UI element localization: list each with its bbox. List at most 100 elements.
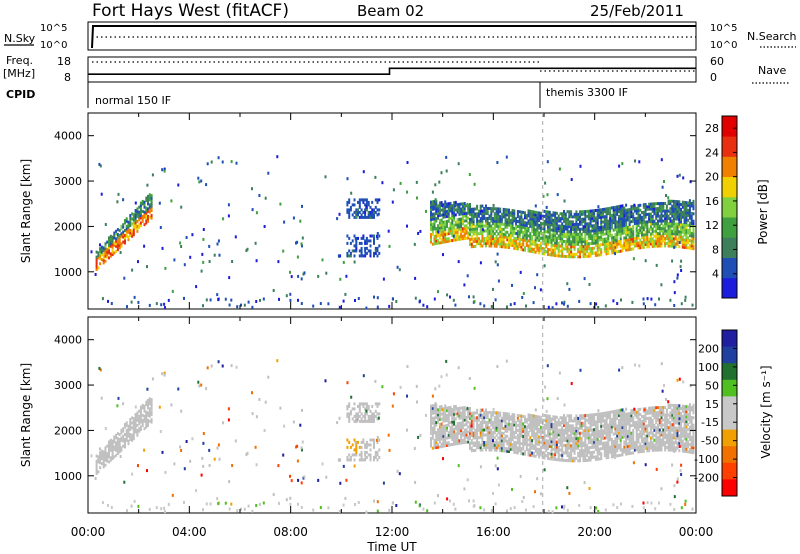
power-cell xyxy=(346,177,349,181)
power-cell xyxy=(596,236,599,240)
velocity-cell xyxy=(481,423,484,427)
velocity-cell xyxy=(95,454,98,458)
power-cell xyxy=(373,254,375,258)
power-cell xyxy=(543,232,546,236)
velocity-cell xyxy=(129,433,132,436)
power-cell xyxy=(490,305,493,308)
power-cell xyxy=(446,293,449,297)
power-cell xyxy=(625,218,628,222)
velocity-cell xyxy=(132,417,135,421)
power-cell xyxy=(511,239,514,243)
power-cell xyxy=(441,204,444,208)
power-cell xyxy=(660,214,663,218)
velocity-cell xyxy=(500,426,503,430)
power-cell xyxy=(625,228,628,232)
velocity-cell xyxy=(626,444,629,448)
power-cell xyxy=(433,227,436,231)
velocity-cell xyxy=(127,442,130,446)
power-cell xyxy=(463,207,466,210)
velocity-cell xyxy=(552,452,555,456)
power-cell xyxy=(506,218,509,222)
velocity-cell xyxy=(125,421,128,425)
power-cell xyxy=(234,235,237,239)
power-cell xyxy=(145,211,148,215)
velocity-cell xyxy=(605,411,608,415)
power-cell xyxy=(145,196,148,200)
power-cell xyxy=(566,304,569,308)
velocity-cell xyxy=(122,429,125,433)
power-cell xyxy=(539,226,542,230)
power-cell xyxy=(485,229,487,233)
velocity-cell xyxy=(446,436,448,440)
power-cell xyxy=(472,227,475,231)
velocity-cell xyxy=(378,412,381,416)
velocity-cell xyxy=(485,443,487,447)
power-cell xyxy=(378,251,381,255)
power-cell xyxy=(619,237,622,241)
freq-tick-high: 18 xyxy=(57,55,71,68)
velocity-cell xyxy=(579,431,581,435)
velocity-cell xyxy=(561,456,564,460)
power-cell xyxy=(550,216,553,220)
velocity-cell xyxy=(626,414,629,418)
velocity-cell xyxy=(109,456,112,460)
power-cell xyxy=(658,209,661,213)
power-cell xyxy=(97,253,100,257)
velocity-cell xyxy=(353,407,356,411)
power-cell xyxy=(669,217,672,221)
velocity-cell xyxy=(477,441,480,445)
velocity-cell xyxy=(527,453,530,457)
power-cell xyxy=(485,239,487,243)
power-cell xyxy=(115,237,118,241)
power-cell xyxy=(538,219,541,222)
power-cell xyxy=(104,247,107,251)
power-cell xyxy=(566,282,569,286)
power-cell xyxy=(571,232,574,236)
power-cell xyxy=(619,207,622,211)
power-cell xyxy=(440,221,443,225)
power-cell xyxy=(151,173,154,177)
velocity-cell xyxy=(524,437,526,441)
velocity-cell xyxy=(131,426,134,430)
power-cell xyxy=(625,233,628,237)
power-cell xyxy=(467,226,470,230)
power-cell xyxy=(493,237,496,241)
power-cell xyxy=(515,219,518,223)
power-cell xyxy=(561,214,564,218)
velocity-cell xyxy=(602,434,604,438)
power-cell xyxy=(651,209,654,213)
power-cell xyxy=(132,228,135,232)
power-cell xyxy=(518,210,521,214)
power-cell xyxy=(598,216,601,219)
power-cell xyxy=(634,159,636,163)
power-colorbar-swatch xyxy=(722,116,737,137)
velocity-cell xyxy=(594,435,597,439)
velocity-cell xyxy=(628,449,631,453)
velocity-cell xyxy=(594,443,597,446)
velocity-cell xyxy=(623,445,626,449)
power-cell xyxy=(616,207,619,211)
velocity-cell xyxy=(476,436,479,440)
power-cell xyxy=(534,250,537,254)
velocity-cell xyxy=(547,442,549,445)
velocity-cell xyxy=(518,446,521,450)
power-cell xyxy=(626,213,629,217)
power-cell xyxy=(614,245,617,249)
power-cell xyxy=(490,217,493,221)
power-cell xyxy=(539,241,542,245)
power-cell xyxy=(485,204,487,208)
power-cell xyxy=(357,213,359,217)
power-cell xyxy=(365,208,368,212)
power-cell xyxy=(680,203,682,206)
power-cell xyxy=(573,235,576,239)
velocity-cell xyxy=(584,416,587,420)
velocity-cell xyxy=(561,436,564,440)
velocity-cell xyxy=(486,441,489,444)
velocity-cell xyxy=(563,431,565,435)
velocity-cell xyxy=(584,441,587,445)
velocity-cell xyxy=(122,427,125,431)
power-cell xyxy=(586,222,589,226)
power-cell xyxy=(509,233,512,237)
power-cell xyxy=(609,224,612,228)
velocity-cell xyxy=(495,433,498,437)
